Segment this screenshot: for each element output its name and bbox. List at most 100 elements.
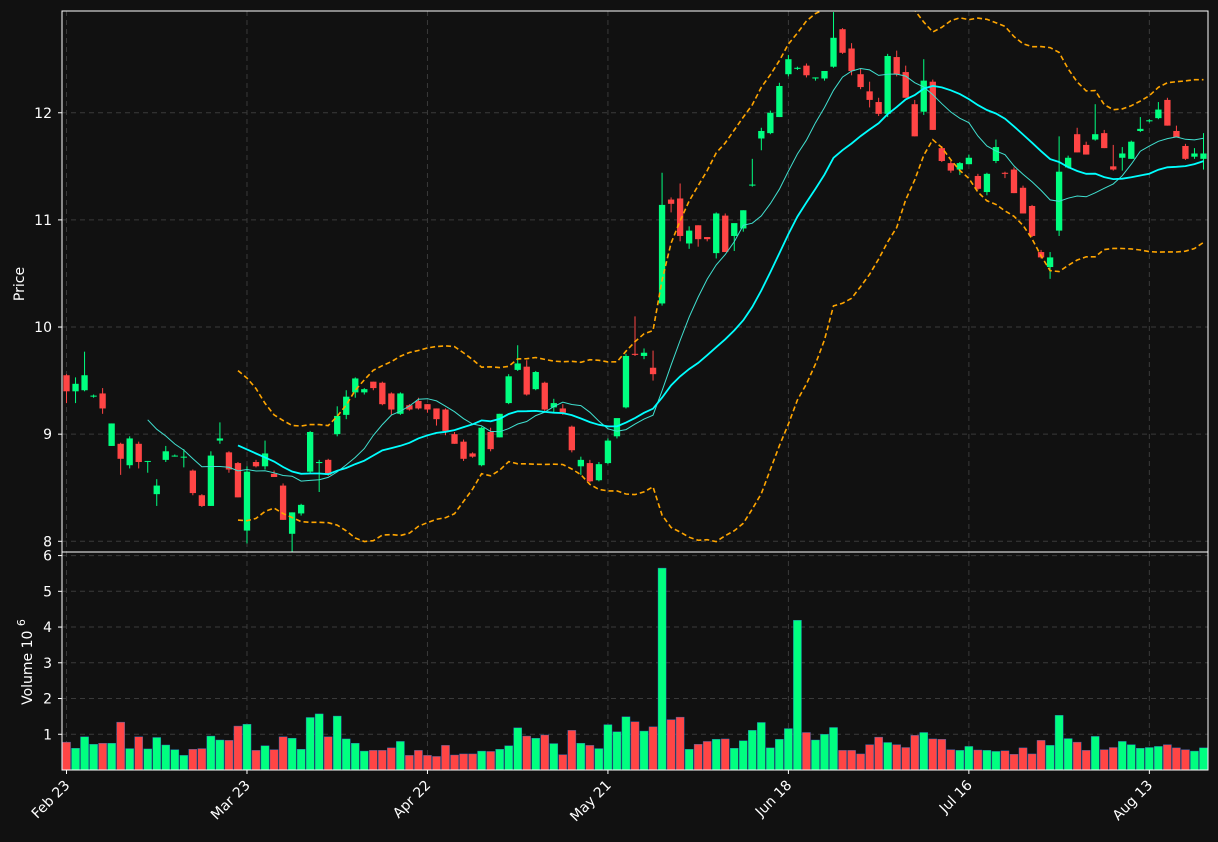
volume-tick-label: 1 <box>43 727 52 743</box>
candle-body <box>523 366 530 395</box>
volume-bar <box>829 727 838 771</box>
candle-body <box>1073 134 1081 153</box>
volume-bar <box>1018 747 1028 771</box>
candle-body <box>1001 172 1009 174</box>
candle-body <box>424 404 431 410</box>
volume-bar <box>964 746 974 771</box>
candle-body <box>117 443 124 459</box>
candle-body <box>947 163 954 171</box>
candle-body <box>938 148 945 161</box>
volume-bar <box>820 734 829 771</box>
candle-body <box>956 163 964 170</box>
candle-body <box>288 512 296 534</box>
volume-bar <box>477 750 486 771</box>
candle-body <box>929 81 936 130</box>
candle-body <box>442 409 449 431</box>
volume-bar <box>630 721 640 771</box>
candle-body <box>839 29 846 53</box>
volume-bar <box>693 744 703 771</box>
candle-body <box>81 375 88 391</box>
volume-axis-label: Volume 10 6 <box>15 619 36 705</box>
volume-bar <box>603 724 613 771</box>
volume-bar <box>838 750 847 771</box>
volume-bar <box>1036 740 1046 771</box>
volume-bar <box>332 715 342 771</box>
volume-bar <box>89 744 98 771</box>
candle-body <box>1128 141 1135 159</box>
candle-body <box>812 77 819 79</box>
volume-bar <box>1172 747 1181 771</box>
candle-body <box>785 59 792 75</box>
candle-body <box>99 393 106 409</box>
candle-body <box>496 413 503 438</box>
volume-bar <box>305 717 315 771</box>
price-tick-label: 10 <box>34 320 52 336</box>
volume-bar <box>1000 750 1010 771</box>
candle-body <box>361 389 368 393</box>
candle-body <box>225 452 233 470</box>
volume-bar <box>729 748 739 771</box>
candle-body <box>469 453 476 457</box>
candle-body <box>1119 153 1126 158</box>
candle-body <box>63 375 70 392</box>
candle-body <box>1191 153 1198 157</box>
candle-body <box>325 459 332 475</box>
candle-body <box>559 408 566 413</box>
volume-bar <box>513 727 522 771</box>
price-tick-label: 8 <box>43 534 52 550</box>
volume-bar <box>1027 753 1037 771</box>
volume-bar <box>360 750 369 771</box>
candle-body <box>379 382 386 405</box>
volume-bar <box>585 745 595 771</box>
candle-body <box>198 495 206 506</box>
volume-bar <box>973 749 983 771</box>
volume-bar <box>784 728 793 771</box>
candle-body <box>568 426 575 451</box>
volume-bar <box>757 722 766 771</box>
candle-body <box>397 393 404 414</box>
candle-body <box>243 471 251 531</box>
volume-bar <box>639 730 649 771</box>
volume-bar <box>224 740 234 771</box>
candle-body <box>135 443 142 463</box>
candle-body <box>1064 157 1072 168</box>
volume-bar <box>486 751 495 771</box>
volume-bar <box>251 750 261 771</box>
volume-bar <box>793 620 802 771</box>
volume-bar <box>1081 750 1091 771</box>
volume-bar <box>1199 747 1208 771</box>
volume-bar <box>531 737 541 771</box>
candle-body <box>261 453 269 467</box>
candle-body <box>406 405 413 410</box>
volume-bar <box>152 737 162 771</box>
volume-bar <box>648 726 658 771</box>
volume-bar <box>946 749 956 771</box>
candle-body <box>920 80 927 112</box>
volume-bar <box>71 748 80 771</box>
volume-bar <box>441 745 450 771</box>
candle-body <box>370 381 377 389</box>
candle-body <box>857 74 864 88</box>
candle-body <box>577 459 585 467</box>
volume-bar <box>558 754 568 771</box>
indicators <box>147 11 1204 543</box>
volume-bar <box>540 734 550 771</box>
volume-bar <box>1181 749 1190 771</box>
candle-body <box>451 434 458 444</box>
candle-body <box>153 485 160 495</box>
bollinger-lower-line <box>237 138 1204 543</box>
volume-bar <box>1063 738 1073 771</box>
candle-body <box>731 223 738 236</box>
volume-bar <box>170 749 180 771</box>
candle-body <box>821 70 828 79</box>
volume-bar <box>387 747 396 771</box>
volume-bar <box>341 738 351 771</box>
candle-body <box>983 173 991 193</box>
candle-body <box>460 441 467 459</box>
candle-body <box>622 355 630 408</box>
candle-body <box>722 215 729 253</box>
candle-body <box>306 432 314 472</box>
candle-body <box>505 376 512 404</box>
candle-body <box>875 102 882 114</box>
